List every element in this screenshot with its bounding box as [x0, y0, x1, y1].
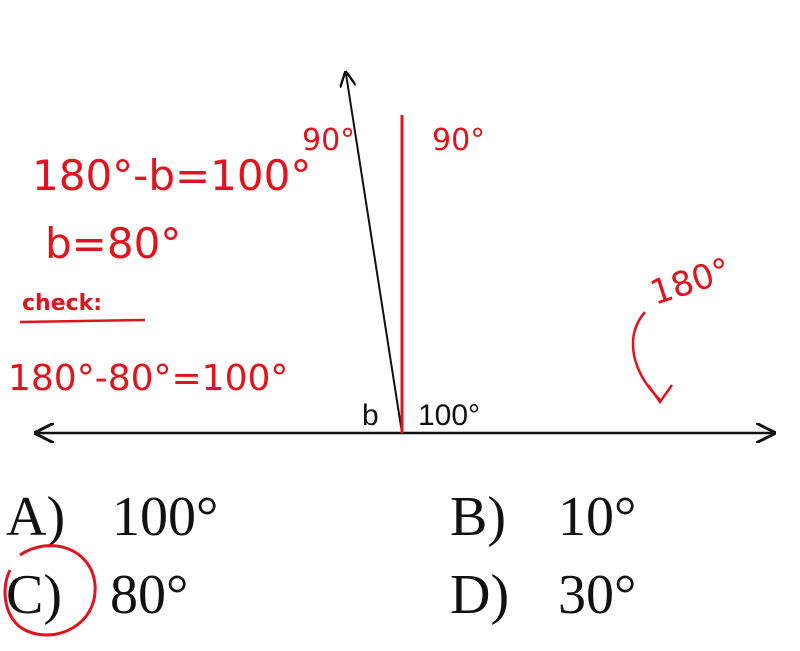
- ray: [346, 74, 403, 434]
- check: 180°-80°=100°: [8, 358, 288, 399]
- angle-b: b: [362, 399, 379, 432]
- right-angle-left: 90°: [302, 123, 355, 158]
- choice-letter: C): [6, 564, 62, 626]
- underline: [19, 318, 146, 324]
- choice-text: 10°: [558, 486, 636, 548]
- equation: 180°-b=100°: [32, 151, 311, 200]
- choice-text: 80°: [110, 564, 188, 626]
- answer-circle: [3, 544, 97, 637]
- choice-text: 30°: [558, 564, 636, 626]
- choice-text: 100°: [112, 486, 218, 548]
- straight-angle: 180°: [645, 250, 735, 313]
- choice-letter: A): [6, 486, 65, 548]
- check-label: check:: [22, 291, 102, 316]
- solution: b=80°: [45, 219, 181, 268]
- choice-letter: D): [450, 564, 509, 626]
- angle-given: 100°: [418, 399, 480, 432]
- choice-letter: B): [450, 486, 506, 548]
- right-angle-right: 90°: [432, 123, 485, 158]
- curved-arrow: [631, 311, 674, 405]
